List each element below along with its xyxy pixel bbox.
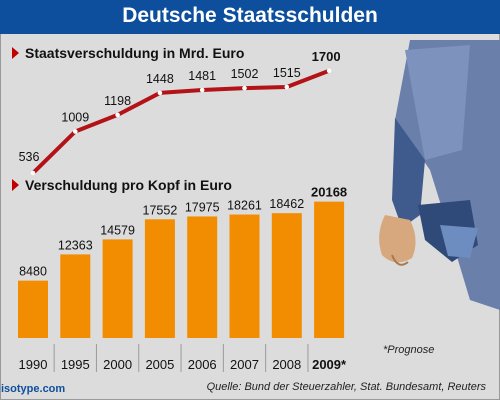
bar-chart-title: Verschuldung pro Kopf in Euro (25, 177, 232, 193)
x-tick-label: 2009* (312, 357, 347, 372)
x-tick-label: 2006 (188, 357, 217, 372)
bar-data-label: 17552 (143, 203, 178, 217)
bar-data-label: 14579 (100, 223, 135, 237)
bar-data-label: 17975 (185, 200, 220, 214)
red-arrow-icon (12, 179, 19, 191)
line-point (242, 85, 247, 91)
red-arrow-icon (12, 47, 19, 59)
line-point (326, 68, 332, 74)
bar (144, 219, 175, 338)
x-tick-label: 2008 (272, 357, 301, 372)
line-data-label: 1700 (312, 49, 341, 64)
forecast-note: *Prognose (383, 344, 435, 356)
line-data-label: 1515 (273, 66, 301, 80)
title-bar: Deutsche Staatsschulden (0, 0, 500, 34)
source-note: Quelle: Bund der Steuerzahler, Stat. Bun… (206, 381, 486, 393)
line-data-label: 536 (19, 150, 40, 164)
bar (271, 213, 302, 338)
line-chart: 536 1009 1198 1448 1481 1502 1515 1700 (19, 49, 341, 176)
bar-chart-heading: Verschuldung pro Kopf in Euro (12, 177, 232, 193)
line-point (284, 84, 290, 90)
line-series (31, 68, 332, 176)
bar-data-label: 12363 (58, 238, 93, 252)
line-chart-title: Staatsverschuldung in Mrd. Euro (25, 45, 245, 61)
line-data-label: 1009 (61, 110, 89, 124)
line-data-label: 1481 (188, 69, 216, 83)
empty-pocket-illustration (379, 40, 500, 310)
logo: isotype.com (1, 383, 66, 395)
x-tick-label: 1990 (19, 357, 48, 372)
x-tick-label: 1995 (61, 357, 90, 372)
bar-data-label: 18462 (269, 197, 304, 211)
x-tick-label: 2000 (103, 357, 132, 372)
x-tick-label: 2005 (145, 357, 174, 372)
x-tick-label: 2007 (230, 357, 259, 372)
bar (102, 239, 133, 338)
bar (60, 254, 91, 338)
line-point (73, 129, 78, 134)
bar (314, 201, 345, 338)
line-point (115, 112, 120, 118)
bar (187, 216, 218, 338)
bar-data-label: 18261 (227, 199, 262, 213)
bar (229, 214, 260, 338)
bar-chart: 8480 12363 14579 17552 17975 18261 18462 20168 (18, 185, 347, 338)
line-data-label: 1502 (231, 67, 259, 81)
bar (18, 280, 48, 338)
line-point (199, 87, 205, 93)
line-data-label: 1198 (104, 94, 131, 108)
line-chart-heading: Staatsverschuldung in Mrd. Euro (12, 45, 244, 61)
page-title: Deutsche Staatsschulden (122, 4, 378, 27)
line-data-label: 1448 (146, 72, 174, 86)
line-point (30, 170, 36, 176)
line-point (157, 90, 163, 96)
bar-data-label: 8480 (19, 265, 47, 279)
category-axis: 1990 1995 2000 2005 2006 2007 2008 2009* (19, 344, 347, 372)
bar-data-label: 20168 (311, 185, 347, 200)
